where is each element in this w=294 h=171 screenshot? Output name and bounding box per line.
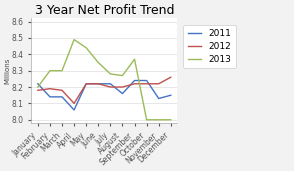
2013 [133, 58, 136, 60]
2011 [121, 93, 124, 95]
2013 [60, 70, 64, 72]
2013 [108, 73, 112, 75]
2011 [157, 97, 161, 100]
2011 [60, 96, 64, 98]
2012 [36, 89, 40, 91]
Line: 2012: 2012 [38, 77, 171, 103]
Y-axis label: Millions: Millions [4, 57, 10, 84]
Line: 2013: 2013 [38, 40, 171, 120]
Title: 3 Year Net Profit Trend: 3 Year Net Profit Trend [35, 4, 174, 17]
2013 [48, 70, 52, 72]
2012 [108, 86, 112, 88]
2012 [72, 102, 76, 104]
2013 [72, 39, 76, 41]
2012 [60, 89, 64, 91]
2011 [169, 94, 173, 96]
2013 [157, 119, 161, 121]
2013 [145, 119, 148, 121]
2012 [145, 83, 148, 85]
2012 [96, 83, 100, 85]
2013 [84, 47, 88, 49]
2013 [36, 86, 40, 88]
2012 [84, 83, 88, 85]
2012 [48, 88, 52, 90]
2012 [169, 76, 173, 78]
2011 [36, 83, 40, 85]
2013 [121, 75, 124, 77]
2011 [133, 80, 136, 82]
2012 [157, 83, 161, 85]
2011 [96, 83, 100, 85]
2011 [84, 83, 88, 85]
2012 [133, 83, 136, 85]
Legend: 2011, 2012, 2013: 2011, 2012, 2013 [183, 25, 236, 68]
2011 [145, 80, 148, 82]
2012 [121, 86, 124, 88]
2011 [108, 83, 112, 85]
Line: 2011: 2011 [38, 81, 171, 110]
2011 [48, 96, 52, 98]
2011 [72, 109, 76, 111]
2013 [169, 119, 173, 121]
2013 [96, 62, 100, 64]
